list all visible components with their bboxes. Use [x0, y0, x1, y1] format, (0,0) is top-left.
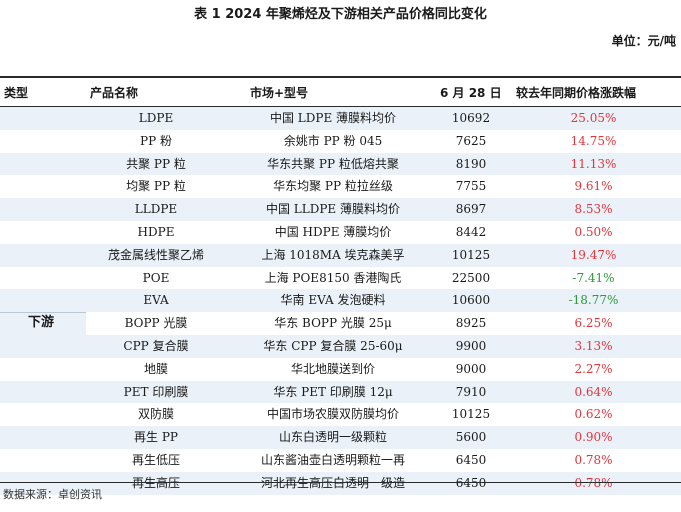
market-spec: 上海 POE8150 香港陶氏	[264, 270, 402, 285]
market-spec: 华东 CPP 复合膜 25-60μ	[263, 338, 403, 353]
table-row: POE 上海 POE8150 香港陶氏 22500 -7.41%	[0, 267, 681, 290]
header-category: 类型	[4, 86, 29, 100]
change-percent: 19.47%	[570, 247, 617, 262]
change-percent: -18.77%	[568, 293, 619, 308]
table-header: 类型 产品名称 市场+型号 6 月 28 日 较去年同期价格涨跌幅	[0, 76, 681, 107]
table-row: 再生高压 河北再生高压白透明一级造 6450 0.78%	[0, 471, 681, 495]
change-percent: 11.13%	[570, 156, 617, 171]
product-name: HDPE	[137, 224, 175, 239]
change-percent: 0.64%	[574, 384, 613, 399]
change-percent: 14.75%	[570, 133, 617, 148]
header-product: 产品名称	[90, 86, 139, 100]
category-label: 下游	[0, 312, 86, 335]
product-name: 再生 PP	[134, 430, 178, 445]
market-spec: 华东 BOPP 光膜 25μ	[274, 316, 392, 331]
price-value: 8442	[455, 224, 487, 239]
market-spec: 河北再生高压白透明一级造	[260, 475, 405, 490]
price-value: 7755	[455, 179, 487, 194]
header-price: 6 月 28 日	[440, 86, 502, 100]
product-name: 均聚 PP 粒	[126, 179, 186, 194]
table-row: 均聚 PP 粒 华东均聚 PP 粒拉丝级 7755 9.61%	[0, 175, 681, 198]
price-value: 10692	[451, 111, 491, 125]
product-name: 再生高压	[131, 475, 180, 490]
data-source: 数据来源：卓创资讯	[3, 488, 102, 501]
product-name: LDPE	[138, 111, 174, 125]
product-name: LLDPE	[134, 202, 178, 217]
price-table: 类型 产品名称 市场+型号 6 月 28 日 较去年同期价格涨跌幅 原料新材料下…	[0, 76, 681, 495]
product-name: 地膜	[143, 361, 168, 376]
table-row: LDPE 中国 LDPE 薄膜料均价 10692 25.05%	[0, 107, 681, 130]
price-value: 5600	[455, 430, 487, 445]
price-value: 8925	[455, 316, 487, 331]
product-name: 双防膜	[137, 407, 174, 422]
table-row: EVA 华南 EVA 发泡硬料 10600 -18.77%	[0, 289, 681, 313]
product-name: PP 粉	[140, 133, 172, 148]
change-percent: 0.62%	[574, 407, 613, 422]
market-spec: 余姚市 PP 粉 045	[283, 133, 383, 148]
product-name: 茂金属线性聚乙烯	[107, 247, 204, 262]
bottom-rule	[0, 482, 681, 483]
change-percent: 6.25%	[574, 316, 613, 331]
table-row: 共聚 PP 粒 华东共聚 PP 粒低熔共聚 8190 11.13%	[0, 152, 681, 176]
change-percent: 0.50%	[574, 224, 613, 239]
table-row: PP 粉 余姚市 PP 粉 045 7625 14.75%	[0, 130, 681, 153]
table-row: CPP 复合膜 华东 CPP 复合膜 25-60μ 9900 3.13%	[0, 334, 681, 358]
table-title: 表 1 2024 年聚烯烃及下游相关产品价格同比变化	[194, 7, 487, 22]
market-spec: 山东酱油壶白透明颗粒一再	[260, 452, 405, 467]
market-spec: 华东均聚 PP 粒拉丝级	[273, 179, 393, 194]
price-value: 8697	[455, 202, 487, 217]
market-spec: 华东共聚 PP 粒低熔共聚	[267, 156, 399, 171]
market-spec: 山东白透明一级颗粒	[278, 430, 387, 445]
market-spec: 中国 HDPE 薄膜均价	[274, 224, 392, 239]
market-spec: 华南 EVA 发泡硬料	[280, 293, 386, 308]
market-spec: 中国 LLDPE 薄膜料均价	[265, 202, 401, 217]
header-change: 较去年同期价格涨跌幅	[516, 86, 637, 100]
price-value: 9900	[455, 338, 487, 353]
price-value: 7625	[455, 133, 487, 148]
price-value: 22500	[451, 270, 491, 285]
market-spec: 华北地膜送到价	[290, 361, 375, 376]
table-row: 再生 PP 山东白透明一级颗粒 5600 0.90%	[0, 426, 681, 449]
product-name: 共聚 PP 粒	[126, 156, 186, 171]
table-row: BOPP 光膜 华东 BOPP 光膜 25μ 8925 6.25%	[0, 312, 681, 335]
product-name: PET 印刷膜	[123, 384, 189, 399]
change-percent: 0.78%	[574, 452, 613, 467]
product-name: POE	[142, 270, 170, 285]
unit-label: 单位：元/吨	[611, 34, 676, 48]
market-spec: 中国市场农膜双防膜均价	[266, 407, 399, 422]
change-percent: -7.41%	[572, 270, 615, 285]
price-value: 10125	[451, 407, 491, 422]
change-percent: 9.61%	[574, 179, 613, 194]
table-row: 双防膜 中国市场农膜双防膜均价 10125 0.62%	[0, 403, 681, 426]
product-name: BOPP 光膜	[124, 316, 188, 331]
price-value: 8190	[455, 156, 487, 171]
market-spec: 华东 PET 印刷膜 12μ	[273, 384, 393, 399]
price-value: 9000	[455, 361, 487, 376]
change-percent: 0.90%	[574, 430, 613, 445]
product-name: CPP 复合膜	[123, 338, 189, 353]
change-percent: 25.05%	[570, 111, 617, 125]
table-row: HDPE 中国 HDPE 薄膜均价 8442 0.50%	[0, 221, 681, 244]
change-percent: 2.27%	[574, 361, 613, 376]
market-spec: 中国 LDPE 薄膜料均价	[269, 111, 397, 125]
price-value: 7910	[455, 384, 487, 399]
table-row: 茂金属线性聚乙烯 上海 1018MA 埃克森美孚 10125 19.47%	[0, 243, 681, 267]
header-market: 市场+型号	[250, 86, 309, 100]
table-row: LLDPE 中国 LLDPE 薄膜料均价 8697 8.53%	[0, 198, 681, 221]
change-percent: 8.53%	[574, 202, 613, 217]
table-row: 地膜 华北地膜送到价 9000 2.27%	[0, 358, 681, 381]
product-name: EVA	[143, 293, 169, 308]
product-name: 再生低压	[131, 452, 180, 467]
price-value: 10125	[451, 247, 491, 262]
table-row: 再生低压 山东酱油壶白透明颗粒一再 6450 0.78%	[0, 449, 681, 472]
price-value: 6450	[455, 475, 487, 490]
price-value: 10600	[451, 293, 491, 308]
price-value: 6450	[455, 452, 487, 467]
table-row: PET 印刷膜 华东 PET 印刷膜 12μ 7910 0.64%	[0, 380, 681, 404]
change-percent: 3.13%	[574, 338, 613, 353]
change-percent: 0.78%	[574, 475, 613, 490]
category-divider	[0, 312, 86, 314]
market-spec: 上海 1018MA 埃克森美孚	[261, 247, 405, 262]
